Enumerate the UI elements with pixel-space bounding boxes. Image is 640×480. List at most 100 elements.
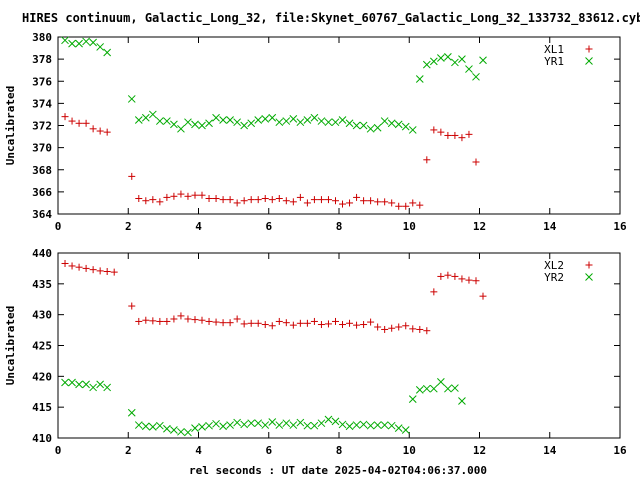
data-point-yr1-d2 <box>247 119 256 128</box>
data-point-xl2 <box>177 312 185 320</box>
data-point-xl1 <box>247 196 255 204</box>
data-point-yr1 <box>177 124 185 133</box>
x-tick-label: 6 <box>265 220 272 233</box>
y-tick-label: 368 <box>32 164 52 177</box>
data-point-yr1 <box>380 117 389 125</box>
x-tick-label: 0 <box>55 220 62 233</box>
data-point-yr2-d2 <box>233 418 241 427</box>
data-point-yr1 <box>401 122 410 131</box>
data-point-yr1 <box>141 113 150 122</box>
panel-bottom: 0 2 4 6 8 10 12 14 16 410 415 420 425 430 435 440 Uncali… <box>4 247 627 457</box>
data-point-xl2 <box>226 319 234 327</box>
data-point-yr2-d2 <box>444 384 452 393</box>
x-tick-label: 14 <box>543 220 557 233</box>
data-point-yr2-d2 <box>148 423 157 431</box>
data-point-xl2 <box>75 263 83 271</box>
data-point-yr2 <box>317 419 326 428</box>
data-point-xl2 <box>367 318 375 326</box>
data-point-xl2 <box>110 268 118 276</box>
data-point-xl2 <box>310 317 318 325</box>
data-point-yr2-d2 <box>275 421 284 429</box>
data-point-yr1 <box>148 110 157 119</box>
data-point-yr2 <box>282 419 291 428</box>
data-point-yr1 <box>163 117 171 125</box>
data-point-yr1 <box>212 113 220 122</box>
data-point-yr2-d2 <box>303 421 312 430</box>
data-point-xl2 <box>374 323 382 331</box>
data-point-xl2 <box>198 316 206 324</box>
data-point-yr2-d2 <box>226 421 234 429</box>
data-point-yr2-d2 <box>96 380 105 389</box>
y-tick-label: 430 <box>32 309 52 322</box>
data-point-yr1-d2 <box>82 37 90 46</box>
data-point-xl2 <box>240 320 248 328</box>
data-point-yr1-d2 <box>68 39 76 48</box>
data-point-yr2-d2 <box>437 378 445 386</box>
data-point-yr2 <box>429 384 438 393</box>
data-point-yr2-d2 <box>240 420 249 429</box>
data-point-yr2 <box>156 421 164 430</box>
data-point-yr2 <box>303 421 312 430</box>
data-point-xl1 <box>353 193 361 201</box>
data-point-xl2 <box>156 317 164 325</box>
data-point-yr2 <box>82 380 90 389</box>
data-point-yr2 <box>61 378 69 387</box>
data-point-yr2 <box>408 395 417 404</box>
data-point-yr2 <box>226 421 234 429</box>
data-point-xl1 <box>388 199 396 207</box>
data-point-xl2 <box>128 302 136 310</box>
data-point-yr1 <box>387 119 396 128</box>
data-point-xl2 <box>479 292 487 300</box>
y-tick-label: 410 <box>32 432 52 445</box>
data-point-xl1 <box>268 196 276 204</box>
data-point-xl1 <box>296 193 304 201</box>
data-point-yr1-d2 <box>401 122 410 131</box>
data-point-xl2 <box>275 317 283 325</box>
data-point-yr1-d2 <box>479 56 487 65</box>
data-point-yr1-d2 <box>240 121 249 130</box>
data-point-yr2-d2 <box>219 422 227 431</box>
data-point-yr2-d2 <box>163 424 171 433</box>
x-tick-label: 6 <box>265 444 272 457</box>
data-point-yr1-d2 <box>366 124 375 133</box>
data-point-yr1 <box>68 39 76 48</box>
data-point-yr2-d2 <box>282 419 291 428</box>
data-point-xl1 <box>184 192 192 200</box>
data-point-yr1-d2 <box>233 118 241 127</box>
data-point-yr2-d2 <box>247 419 256 428</box>
x-tick-label: 12 <box>473 220 486 233</box>
data-point-yr1 <box>429 57 438 66</box>
data-point-yr2-d2 <box>212 419 220 428</box>
data-point-xl1 <box>135 195 143 203</box>
x-tick-label: 8 <box>336 220 343 233</box>
data-point-yr1-d2 <box>437 54 445 62</box>
data-point-yr1-d2 <box>75 39 83 48</box>
data-point-yr1-d2 <box>191 120 199 129</box>
data-point-yr2 <box>212 419 220 428</box>
data-point-xl1 <box>409 199 417 207</box>
data-point-yr1-d2 <box>303 116 312 124</box>
data-point-xl1 <box>346 199 354 207</box>
data-point-yr2 <box>444 384 452 393</box>
data-point-yr2-d2 <box>296 418 305 427</box>
data-point-yr2 <box>184 428 192 437</box>
data-point-xl1 <box>374 198 382 206</box>
data-point-yr2-d2 <box>310 421 319 430</box>
data-point-xl2 <box>96 267 104 275</box>
data-point-yr1 <box>170 120 178 129</box>
data-point-yr1-d2 <box>184 118 192 127</box>
data-point-yr1-d2 <box>380 117 389 125</box>
data-point-yr2-d2 <box>338 420 347 429</box>
data-point-xl1 <box>451 131 459 139</box>
data-point-yr1-d2 <box>429 57 438 66</box>
data-point-xl2 <box>402 322 410 330</box>
data-point-xl1 <box>282 197 290 205</box>
data-point-xl1 <box>458 134 466 142</box>
data-point-yr1 <box>89 38 97 47</box>
data-point-yr1-d2 <box>134 116 143 124</box>
data-point-yr2-d2 <box>198 423 206 431</box>
data-point-yr2 <box>177 427 185 436</box>
data-point-xl2 <box>163 317 171 325</box>
data-point-yr2 <box>458 397 466 405</box>
data-point-yr1 <box>345 119 354 128</box>
